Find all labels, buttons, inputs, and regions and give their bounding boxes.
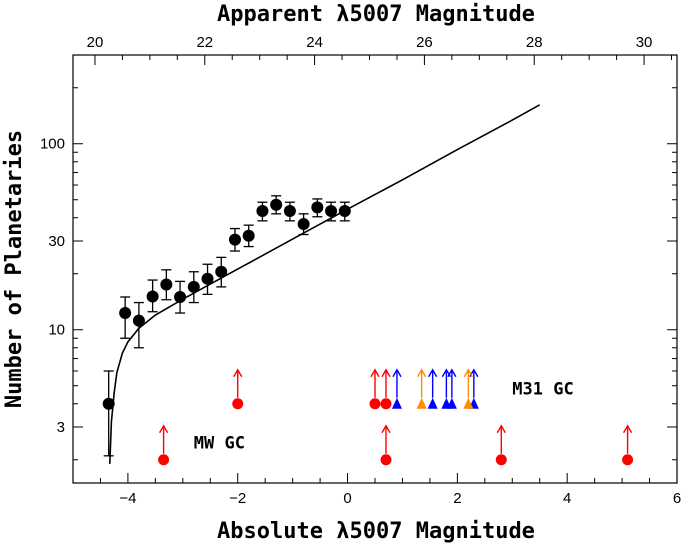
data-point [119,307,132,320]
x-axis-title: Absolute λ5007 Magnitude [217,519,535,544]
x2-tick-label: 28 [526,34,543,51]
x2-axis-title: Apparent λ5007 Magnitude [217,2,535,27]
data-points [102,198,351,410]
x-tick-label: −2 [229,490,246,507]
x2-tick-label: 22 [196,34,213,51]
model-curve [109,104,541,464]
data-point [270,198,283,211]
data-point [325,204,338,217]
limit-arrowhead [381,424,391,434]
limit-point [495,454,507,466]
y-tick-label: 100 [40,136,65,153]
limit-arrowhead [381,368,391,378]
error-bars [103,195,350,457]
x-tick-label: −4 [119,490,136,507]
x-tick-label: 0 [343,490,351,507]
data-point [338,204,351,217]
data-point [201,272,214,285]
limit-point [416,397,427,409]
x-tick-label: 6 [673,490,681,507]
data-point [215,265,228,278]
limit-arrowhead [392,368,402,378]
data-point [256,204,269,217]
limit-arrowhead [496,424,506,434]
limit-arrowhead [428,368,438,378]
data-point [160,278,173,291]
x-tick-label: 4 [563,490,571,507]
data-point [242,229,255,242]
limit-point [380,454,392,466]
y-axis-title: Number of Planetaries [2,130,27,408]
axis-ticks [72,54,678,483]
limit-point [622,454,634,466]
x2-tick-label: 30 [636,34,653,51]
limit-point [446,397,457,409]
data-point [102,397,115,410]
limit-arrowhead [463,368,473,378]
annotation-m31-gc: M31 GC [512,379,573,399]
plot-frame [72,54,678,484]
limit-arrowhead [622,424,633,434]
data-point [146,290,159,303]
limit-point [232,398,244,410]
limit-arrowhead [370,368,380,378]
limit-point [158,454,170,466]
limit-point [427,397,438,409]
limit-point [391,397,402,409]
limit-arrowhead [417,368,427,378]
data-point [228,233,241,246]
x2-tick-label: 24 [306,34,323,51]
x2-tick-label: 26 [416,34,433,51]
y-tick-label: 3 [57,419,65,436]
data-point [132,314,145,327]
data-point [283,204,296,217]
limit-point [380,398,392,410]
limit-markers [158,368,634,466]
y-tick-label: 10 [48,322,65,339]
limit-point [463,397,474,409]
limit-arrowhead [447,368,457,378]
limit-arrowhead [233,368,243,378]
annotation-mw-gc: MW GC [194,433,245,453]
limit-point [369,398,381,410]
data-point [297,218,310,231]
data-point [311,201,324,214]
y-tick-label: 30 [48,233,65,250]
x-tick-label: 2 [453,490,461,507]
limit-arrowhead [158,424,169,434]
data-point [187,280,200,293]
data-point [174,290,187,303]
x2-tick-label: 20 [87,34,104,51]
